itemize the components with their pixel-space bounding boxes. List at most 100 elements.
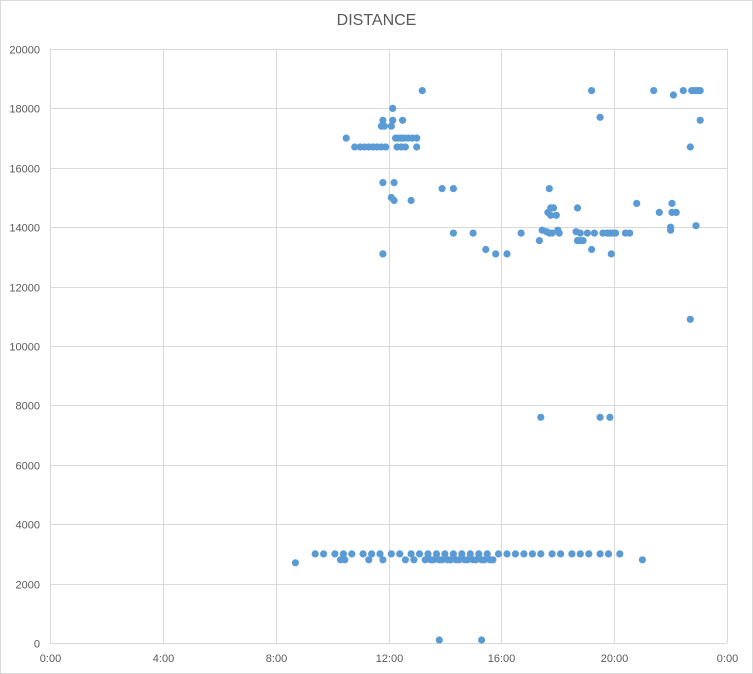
data-point bbox=[407, 196, 415, 205]
x-tick-label: 16:00 bbox=[488, 653, 516, 665]
data-point bbox=[638, 556, 647, 564]
data-point bbox=[588, 245, 596, 254]
data-point bbox=[387, 122, 395, 130]
data-point bbox=[557, 550, 565, 558]
y-tick-label: 6000 bbox=[16, 461, 40, 473]
data-point bbox=[573, 204, 582, 212]
data-point bbox=[413, 143, 421, 151]
data-point bbox=[679, 87, 687, 95]
data-point bbox=[503, 550, 511, 558]
data-point bbox=[379, 250, 387, 258]
data-point bbox=[503, 250, 511, 258]
data-point bbox=[458, 550, 466, 558]
data-point bbox=[413, 134, 421, 142]
data-point bbox=[548, 229, 556, 237]
data-point bbox=[368, 550, 376, 558]
data-point bbox=[415, 550, 424, 558]
data-point bbox=[552, 211, 560, 219]
data-point bbox=[463, 556, 472, 564]
data-point bbox=[351, 143, 359, 151]
data-point bbox=[579, 237, 587, 245]
x-axis-tick-labels: 0:00 4:00 8:00 12:00 16:00 20:00 0:00 bbox=[40, 653, 738, 665]
data-point bbox=[421, 556, 429, 564]
data-point bbox=[517, 229, 525, 237]
data-point bbox=[341, 556, 349, 564]
x-tick-label: 4:00 bbox=[153, 653, 174, 665]
data-point bbox=[489, 556, 497, 564]
y-tick-label: 0 bbox=[34, 639, 40, 651]
gridlines bbox=[50, 49, 728, 644]
data-point bbox=[596, 413, 604, 421]
y-tick-label: 14000 bbox=[9, 223, 40, 235]
x-tick-label: 0:00 bbox=[40, 653, 61, 665]
data-point bbox=[365, 556, 373, 564]
data-point bbox=[686, 143, 694, 151]
data-point bbox=[596, 113, 604, 121]
data-point bbox=[379, 116, 387, 124]
data-point bbox=[686, 315, 694, 323]
data-point bbox=[291, 559, 299, 567]
data-point bbox=[387, 550, 395, 558]
y-tick-label: 18000 bbox=[9, 104, 40, 116]
data-point bbox=[568, 550, 576, 558]
data-point bbox=[633, 199, 641, 207]
data-point bbox=[596, 550, 604, 558]
data-point bbox=[380, 122, 388, 130]
data-point bbox=[692, 222, 700, 230]
data-point bbox=[399, 116, 407, 124]
data-point bbox=[389, 104, 397, 112]
data-point bbox=[545, 185, 553, 193]
data-point bbox=[588, 87, 596, 95]
x-tick-label: 0:00 bbox=[717, 653, 738, 665]
data-point bbox=[650, 87, 658, 95]
data-point bbox=[401, 556, 409, 564]
y-tick-label: 8000 bbox=[16, 401, 40, 413]
data-point bbox=[606, 413, 614, 421]
data-point bbox=[537, 550, 545, 558]
data-point bbox=[528, 550, 537, 558]
data-point bbox=[466, 550, 474, 558]
data-point bbox=[379, 556, 387, 564]
data-point bbox=[432, 550, 441, 558]
data-point bbox=[696, 87, 704, 95]
data-point bbox=[359, 550, 367, 558]
data-point bbox=[407, 550, 415, 558]
data-point bbox=[438, 185, 446, 193]
data-point bbox=[583, 229, 592, 237]
data-point bbox=[348, 550, 356, 558]
data-point bbox=[311, 550, 319, 558]
data-point bbox=[494, 550, 503, 558]
data-point bbox=[696, 116, 704, 124]
data-point bbox=[320, 550, 328, 558]
data-point bbox=[389, 116, 397, 124]
data-point bbox=[669, 91, 678, 99]
data-point bbox=[447, 556, 455, 564]
data-point bbox=[469, 229, 477, 237]
data-point bbox=[549, 204, 558, 212]
y-tick-label: 10000 bbox=[9, 342, 40, 354]
x-tick-label: 8:00 bbox=[266, 653, 287, 665]
data-point bbox=[441, 550, 449, 558]
data-point bbox=[537, 413, 545, 421]
data-point bbox=[390, 179, 398, 187]
data-point bbox=[604, 550, 613, 558]
data-point bbox=[472, 556, 480, 564]
data-point bbox=[520, 550, 528, 558]
data-point bbox=[511, 550, 519, 558]
data-point bbox=[401, 143, 409, 151]
data-point bbox=[342, 134, 350, 142]
data-point bbox=[626, 229, 634, 237]
data-point bbox=[435, 636, 443, 644]
data-point bbox=[480, 556, 488, 564]
data-point bbox=[449, 229, 457, 237]
data-point bbox=[607, 250, 615, 258]
data-point bbox=[667, 226, 675, 234]
data-point bbox=[339, 550, 347, 558]
y-tick-label: 4000 bbox=[16, 520, 40, 532]
data-point bbox=[390, 196, 398, 205]
data-point bbox=[555, 229, 563, 237]
data-point bbox=[410, 556, 418, 564]
data-point bbox=[655, 208, 663, 216]
